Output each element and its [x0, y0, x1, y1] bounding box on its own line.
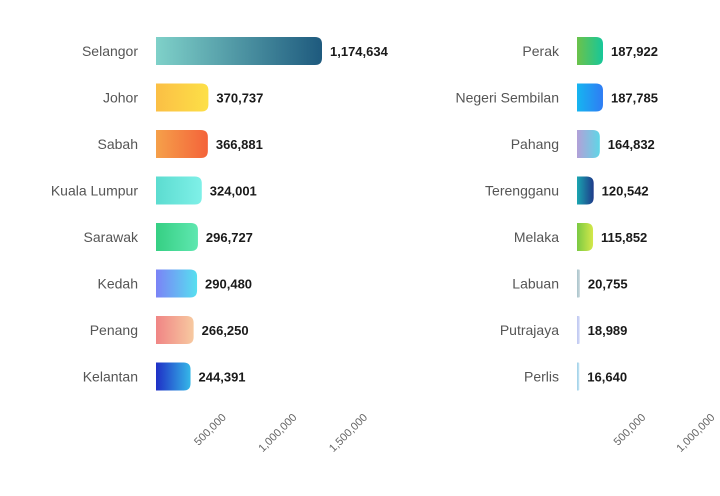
category-label: Perlis [524, 369, 559, 385]
bar-sarawak [156, 223, 198, 251]
value-label: 324,001 [210, 184, 257, 199]
value-label: 20,755 [588, 277, 628, 292]
category-label: Negeri Sembilan [456, 90, 560, 106]
value-label: 120,542 [602, 184, 649, 199]
bar-labuan [577, 269, 580, 298]
category-label: Putrajaya [500, 322, 559, 338]
bar-putrajaya [577, 316, 580, 344]
value-label: 115,852 [601, 230, 647, 245]
right-bar-chart: Perak 187,922 Negeri Sembilan 187,785 Pahang… [456, 37, 717, 455]
bar-penang [156, 316, 194, 344]
value-label: 187,922 [611, 44, 658, 59]
value-label: 187,785 [611, 91, 658, 106]
value-label: 366,881 [216, 137, 263, 152]
left-bar-chart: Selangor 1,174,634 Johor 370,737 Sabah 366,88… [51, 37, 389, 455]
value-label: 1,174,634 [330, 44, 389, 59]
value-label: 296,727 [206, 230, 253, 245]
x-tick-label: 500,000 [612, 412, 649, 449]
x-tick-label: 500,000 [192, 412, 229, 449]
bar-kedah [156, 269, 198, 298]
category-label: Labuan [512, 276, 559, 292]
value-label: 370,737 [216, 91, 263, 106]
x-tick-label: 1,000,000 [674, 412, 717, 455]
bar-negeri-sembilan [577, 83, 603, 112]
x-tick-label: 1,000,000 [256, 412, 299, 455]
category-label: Kedah [98, 276, 138, 292]
category-label: Melaka [514, 229, 559, 245]
category-label: Sarawak [84, 229, 139, 245]
category-label: Terengganu [485, 183, 559, 199]
value-label: 244,391 [199, 370, 246, 385]
value-label: 18,989 [588, 323, 628, 338]
bar-johor [156, 83, 209, 112]
bar-pahang [577, 130, 600, 158]
category-label: Kelantan [83, 369, 138, 385]
category-label: Kuala Lumpur [51, 183, 139, 199]
category-label: Perak [522, 43, 560, 59]
category-label: Pahang [511, 136, 559, 152]
bar-selangor [156, 37, 322, 65]
category-label: Sabah [98, 136, 138, 152]
bar-perlis [577, 362, 580, 391]
value-label: 164,832 [608, 137, 655, 152]
bar-perak [577, 37, 603, 65]
bar-melaka [577, 223, 594, 251]
bar-sabah [156, 130, 208, 158]
bar-kuala-lumpur [156, 176, 202, 205]
value-label: 290,480 [205, 277, 252, 292]
bar-terengganu [577, 176, 594, 205]
category-label: Selangor [82, 43, 138, 59]
x-tick-label: 1,500,000 [327, 412, 370, 455]
value-label: 16,640 [587, 370, 627, 385]
category-label: Johor [103, 90, 138, 106]
category-label: Penang [90, 322, 138, 338]
bar-kelantan [156, 362, 191, 391]
value-label: 266,250 [202, 323, 249, 338]
